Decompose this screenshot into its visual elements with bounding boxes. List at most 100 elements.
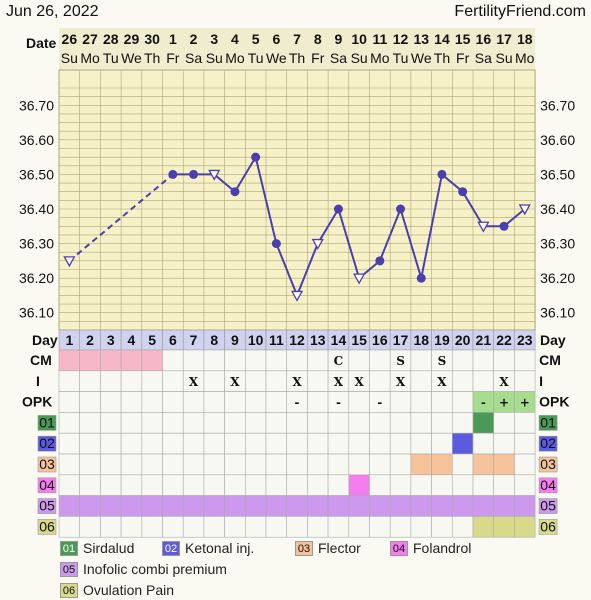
temp-point [251,152,261,162]
table-cell [514,495,536,517]
table-cell [203,516,225,538]
table-cell [307,495,329,517]
temp-point-open [518,204,531,216]
table-cell [451,516,474,538]
table-cell [79,432,101,455]
row-code-right: 05 [540,498,556,514]
row-code-left: 06 [39,518,55,534]
table-cell [348,453,370,476]
date-axis-label: Date [26,35,57,51]
temp-point [375,256,385,266]
day-number: 7 [190,332,198,348]
row-code-box-right [538,477,558,494]
day-number: 11 [269,332,284,348]
day-number: 20 [455,332,471,348]
y-tick-label-left: 36.60 [19,132,54,148]
table-cell [472,474,495,496]
date-header-band [59,28,536,70]
x-weekday-label: Su [495,50,512,66]
cell-mark: X [354,375,364,389]
x-weekday-label: Fr [166,50,180,66]
cell-mark: X [499,375,509,389]
table-cell [514,474,536,496]
day-number: 2 [86,332,94,348]
table-cell [410,432,432,455]
header-date: Jun 26, 2022 [6,3,99,20]
table-cell [79,412,101,434]
table-cell [120,412,143,434]
day-number: 21 [476,332,492,348]
x-weekday-label: Th [289,50,305,66]
day-number: 19 [434,332,450,348]
table-cell [100,453,122,476]
y-tick-label-right: 36.30 [540,236,575,252]
table-cell [514,432,536,455]
temp-point [458,187,468,197]
table-cell [369,432,391,455]
table-cell [514,370,536,392]
table-cell [348,474,370,496]
table-cell [431,516,453,538]
table-cell [286,474,308,496]
cell-mark: X [189,375,199,389]
temp-point [416,273,426,283]
table-cell [451,412,474,434]
table-cell [389,516,412,538]
table-cell [389,474,412,496]
day-number: 22 [496,332,512,348]
x-date-label: 6 [272,31,280,47]
cell-mark: X [334,375,344,389]
row-code-box-right [538,456,558,473]
row-code-box-left [37,456,57,473]
table-cell [245,516,267,538]
day-number: 9 [231,332,239,348]
table-cell [265,495,288,517]
table-cell [431,412,453,434]
table-cell [514,412,536,434]
x-weekday-label: We [121,50,142,66]
table-cell [493,495,515,517]
temp-point [271,239,281,249]
temp-point [333,204,343,214]
y-tick-label-right: 36.60 [540,132,575,148]
table-cell [58,432,81,455]
table-cell [451,453,474,476]
x-date-label: 9 [335,31,343,47]
table-cell [100,412,122,434]
day-number: 10 [248,332,264,348]
table-cell [162,453,184,476]
y-tick-label-left: 36.40 [19,201,54,217]
table-cell [410,370,432,392]
table-cell [348,349,370,372]
table-cell [307,391,329,413]
table-cell [79,495,101,517]
table-cell [389,453,412,476]
x-weekday-label: Th [434,50,450,66]
table-cell [472,495,495,517]
cell-mark: - [377,396,382,410]
table-cell [182,474,205,496]
cell-mark: + [520,396,530,410]
row-code-box-right [538,415,558,431]
row-code-box-right [538,498,558,514]
table-cell [493,453,515,476]
x-date-label: 4 [231,31,239,47]
table-cell [286,495,308,517]
table-cell [369,370,391,392]
row-code-box-left [37,519,57,535]
y-tick-label-left: 36.20 [19,270,54,286]
table-cell [307,474,329,496]
table-cell [79,516,101,538]
table-cell [348,516,370,538]
header-brand[interactable]: FertilityFriend.com [454,3,586,20]
day-number: 16 [372,332,388,348]
day-number: 5 [148,332,156,348]
table-cell [245,349,267,372]
table-cell [79,453,101,476]
table-cell [451,370,474,392]
y-tick-label-left: 36.10 [19,305,54,321]
temp-point [168,169,178,179]
table-cell [245,370,267,392]
cell-mark: S [396,354,405,368]
table-cell [58,412,81,434]
